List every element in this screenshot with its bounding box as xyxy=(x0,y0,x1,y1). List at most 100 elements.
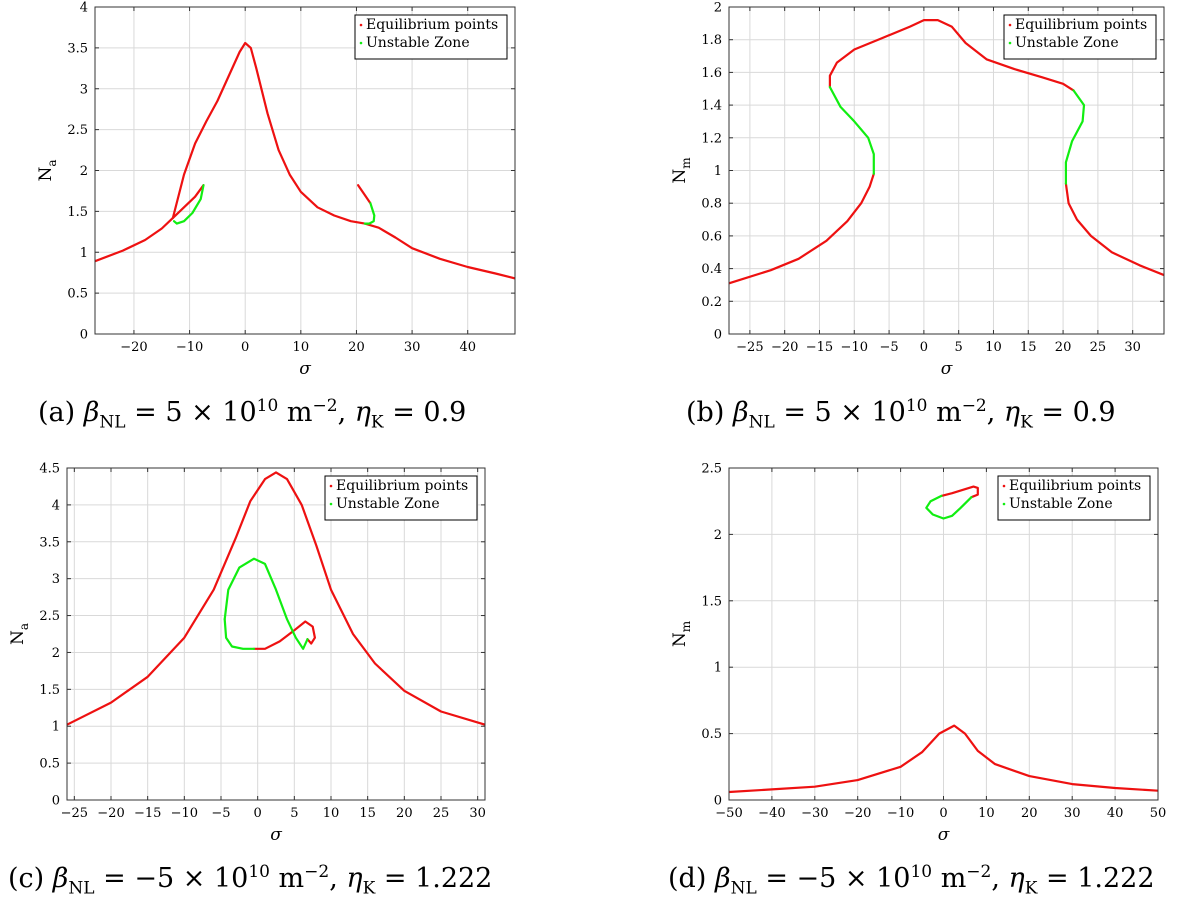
y-tick-label: 2.5 xyxy=(67,123,88,138)
x-axis-label: σ xyxy=(941,359,953,379)
legend-marker xyxy=(359,41,363,45)
y-tick-label: 1.4 xyxy=(701,99,722,114)
y-tick-label: 3.5 xyxy=(39,535,60,550)
x-tick-label: −15 xyxy=(806,340,833,355)
x-tick-label: −10 xyxy=(887,806,914,821)
legend-entry: Unstable Zone xyxy=(1009,496,1113,512)
legend-entry: Unstable Zone xyxy=(336,496,440,512)
legend: Equilibrium points Unstable Zone xyxy=(1003,14,1157,60)
caption-unit: m xyxy=(927,397,962,428)
y-tick-label: 0 xyxy=(80,328,88,343)
caption-equation: = −5 × 10 xyxy=(94,863,249,894)
x-axis-label: σ xyxy=(938,825,950,845)
x-tick-label: −20 xyxy=(771,340,798,355)
caption-eta-sub: K xyxy=(362,878,376,899)
y-tick-label: 0.5 xyxy=(39,757,60,772)
unstable-curve xyxy=(925,494,973,520)
x-tick-label: −50 xyxy=(715,806,742,821)
caption-unit-exponent: −2 xyxy=(966,862,992,882)
y-tick-label: 1.2 xyxy=(701,131,722,146)
caption-beta: β xyxy=(714,863,731,894)
x-tick-label: 5 xyxy=(290,806,298,821)
caption-beta: β xyxy=(732,397,749,428)
x-tick-label: −10 xyxy=(176,340,203,355)
x-tick-label: −20 xyxy=(844,806,871,821)
caption-unit-exponent: −2 xyxy=(312,396,338,416)
legend-entry: Unstable Zone xyxy=(366,35,470,51)
caption-unit-exponent: −2 xyxy=(304,862,330,882)
x-tick-label: 30 xyxy=(1124,340,1141,355)
legend-marker xyxy=(1002,484,1006,488)
legend-marker xyxy=(329,502,333,506)
y-tick-label: 2 xyxy=(714,1,722,16)
x-tick-label: −10 xyxy=(841,340,868,355)
x-tick-label: −25 xyxy=(736,340,763,355)
y-tick-label: 2.5 xyxy=(701,462,722,477)
legend-entry: Equilibrium points xyxy=(336,478,468,494)
unstable-curve xyxy=(1064,89,1086,185)
legend: Equilibrium points Unstable Zone xyxy=(354,14,508,60)
chart-panel-a: −20 −10 0 10 20 30 40 0 0.5 1 1.5 2 2.5 3 3.5 4 σ Na Equil… xyxy=(36,1,516,379)
legend-marker xyxy=(1008,23,1012,27)
y-tick-label: 1.5 xyxy=(67,205,88,220)
caption-unit-exponent: −2 xyxy=(961,396,987,416)
x-tick-label: 5 xyxy=(955,340,963,355)
x-tick-label: −25 xyxy=(61,806,88,821)
x-tick-label: −20 xyxy=(97,806,124,821)
y-tick-label: 1 xyxy=(714,661,722,676)
x-tick-label: 40 xyxy=(1107,806,1124,821)
y-tick-label: 3 xyxy=(80,82,88,97)
y-tick-label: 1.5 xyxy=(39,683,60,698)
x-axis-label: σ xyxy=(270,825,282,845)
y-tick-label: 4.5 xyxy=(39,462,60,477)
x-tick-label: −5 xyxy=(879,340,898,355)
x-tick-label: 40 xyxy=(459,340,476,355)
caption-exponent: 10 xyxy=(910,862,933,882)
y-tick-label: 2.5 xyxy=(39,609,60,624)
y-tick-label: 2 xyxy=(52,646,60,661)
caption-beta-sub: NL xyxy=(68,878,95,899)
y-axis-label: Nm xyxy=(670,157,693,184)
y-tick-label: 2 xyxy=(80,164,88,179)
caption-b: (b) βNL = 5 × 1010 m−2, ηK = 0.9 xyxy=(686,396,1116,432)
y-tick-label: 0 xyxy=(714,794,722,809)
x-tick-label: 0 xyxy=(241,340,249,355)
chart-panel-b: −25 −20 −15 −10 −5 0 5 10 15 20 25 30 0 0.2 0.4 0.6 0.8 1… xyxy=(670,1,1165,379)
legend-box xyxy=(1003,14,1157,60)
caption-beta-sub: NL xyxy=(748,412,775,433)
caption-beta-sub: NL xyxy=(99,412,126,433)
y-axis-label: Nm xyxy=(670,620,693,647)
x-tick-label: 30 xyxy=(404,340,421,355)
equilibrium-curve xyxy=(252,620,316,650)
equilibrium-curve xyxy=(1064,182,1164,277)
caption-separator: , xyxy=(337,397,355,428)
equilibrium-curve xyxy=(357,184,372,205)
caption-separator: , xyxy=(986,397,1004,428)
x-tick-label: 30 xyxy=(469,806,486,821)
equilibrium-curve xyxy=(171,41,515,280)
equilibrium-curve xyxy=(729,172,875,285)
y-tick-label: 3.5 xyxy=(67,41,88,56)
plot-frame xyxy=(66,467,486,801)
caption-equation: = −5 × 10 xyxy=(756,863,911,894)
caption-equation: = 5 × 10 xyxy=(125,397,257,428)
legend-marker xyxy=(359,23,363,27)
x-tick-label: 0 xyxy=(920,340,928,355)
y-tick-label: 0.2 xyxy=(701,295,722,310)
x-tick-label: −5 xyxy=(211,806,230,821)
x-tick-label: 10 xyxy=(323,806,340,821)
x-tick-label: −15 xyxy=(134,806,161,821)
y-tick-label: 0.8 xyxy=(701,197,722,212)
unstable-curve xyxy=(223,618,256,650)
caption-unit: m xyxy=(278,397,313,428)
caption-eta: η xyxy=(346,863,363,894)
curves xyxy=(729,485,1158,794)
legend-marker xyxy=(1002,502,1006,506)
x-tick-label: 15 xyxy=(1020,340,1037,355)
x-tick-label: 10 xyxy=(985,340,1002,355)
caption-eta-sub: K xyxy=(1024,878,1038,899)
caption-separator: , xyxy=(329,863,347,894)
x-tick-label: −40 xyxy=(758,806,785,821)
caption-eta-value: = 0.9 xyxy=(383,397,467,428)
caption-label: (b) xyxy=(686,397,725,428)
